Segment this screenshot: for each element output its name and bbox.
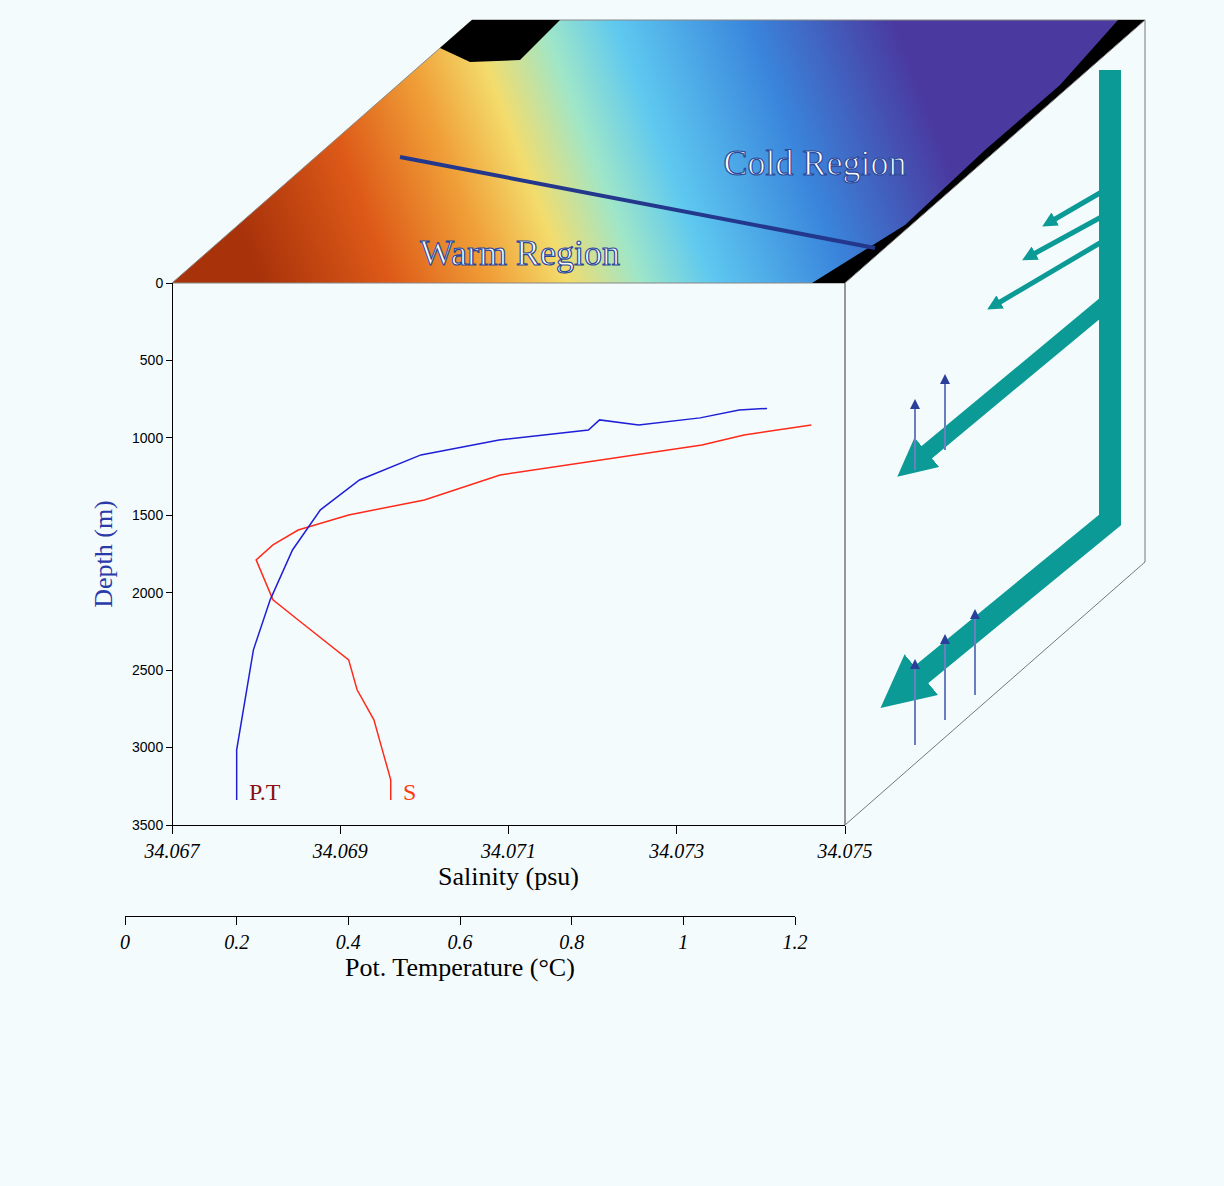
svg-text:2000: 2000 xyxy=(132,585,163,601)
svg-text:Salinity (psu): Salinity (psu) xyxy=(438,862,579,891)
svg-text:Depth (m): Depth (m) xyxy=(89,500,118,608)
svg-text:0.6: 0.6 xyxy=(448,931,473,953)
svg-text:Warm Region: Warm Region xyxy=(420,233,620,273)
svg-text:0: 0 xyxy=(155,275,163,291)
svg-text:P.T: P.T xyxy=(249,779,281,805)
svg-text:3000: 3000 xyxy=(132,739,163,755)
svg-text:34.069: 34.069 xyxy=(312,840,368,862)
svg-text:3500: 3500 xyxy=(132,817,163,833)
svg-text:2500: 2500 xyxy=(132,662,163,678)
svg-text:1500: 1500 xyxy=(132,507,163,523)
svg-text:Pot. Temperature (°C): Pot. Temperature (°C) xyxy=(345,953,575,982)
svg-text:34.075: 34.075 xyxy=(817,840,873,862)
svg-text:500: 500 xyxy=(140,352,164,368)
svg-text:S: S xyxy=(403,779,416,805)
svg-text:34.071: 34.071 xyxy=(480,840,536,862)
svg-text:0.2: 0.2 xyxy=(224,931,249,953)
svg-text:34.073: 34.073 xyxy=(648,840,704,862)
svg-text:Cold Region: Cold Region xyxy=(723,143,906,183)
svg-text:0.4: 0.4 xyxy=(336,931,361,953)
svg-text:1: 1 xyxy=(678,931,688,953)
svg-text:0: 0 xyxy=(120,931,130,953)
svg-text:1.2: 1.2 xyxy=(783,931,808,953)
svg-text:1000: 1000 xyxy=(132,430,163,446)
svg-text:34.067: 34.067 xyxy=(144,840,201,862)
svg-text:0.8: 0.8 xyxy=(559,931,584,953)
